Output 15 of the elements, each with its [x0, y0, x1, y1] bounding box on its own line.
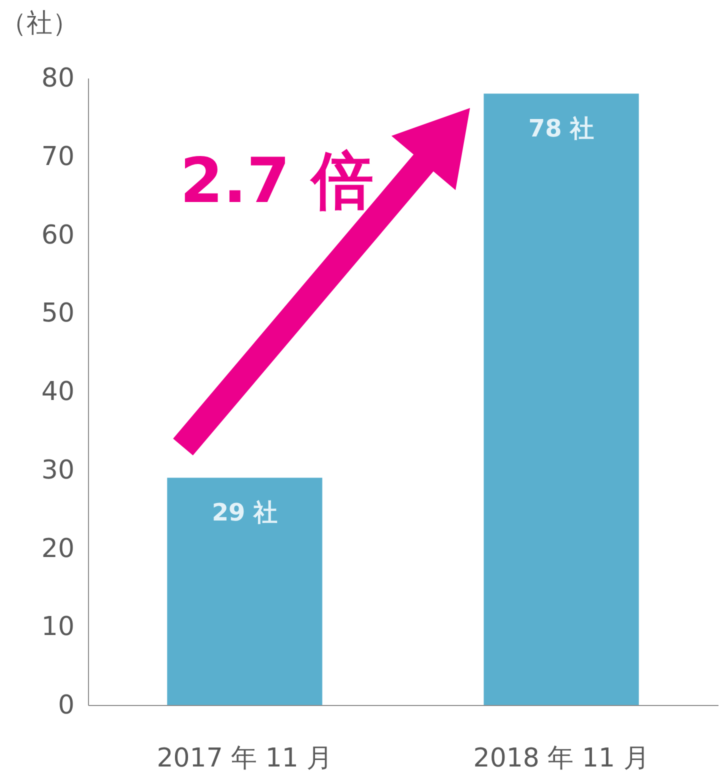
y-tick-label: 40: [41, 377, 74, 407]
y-tick-label: 60: [41, 220, 74, 250]
annotation: 2.7 倍: [180, 144, 374, 217]
y-tick-label: 20: [41, 534, 74, 564]
y-tick-label: 10: [41, 612, 74, 642]
y-tick-label: 80: [41, 64, 74, 94]
y-tick-label: 30: [41, 455, 74, 486]
y-tick-label: 0: [58, 690, 74, 720]
data-label: 78 社: [528, 114, 594, 143]
data-label: 29 社: [212, 498, 278, 527]
y-axis-title: （社）: [0, 8, 78, 38]
x-tick-label: 2018 年 11 月: [473, 744, 650, 774]
y-tick-label: 50: [41, 298, 74, 329]
x-tick-label: 2017 年 11 月: [156, 744, 333, 774]
y-tick-label: 70: [41, 142, 74, 172]
